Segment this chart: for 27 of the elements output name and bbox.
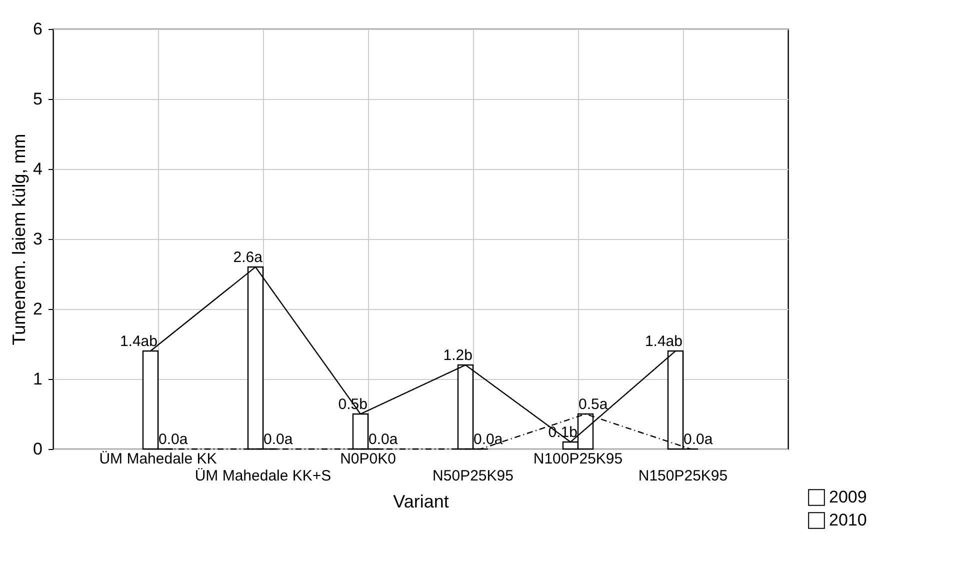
data-label: 1.4ab bbox=[120, 333, 158, 350]
data-label: 2.6a bbox=[233, 249, 264, 266]
x-tick-label: N0P0K0 bbox=[340, 450, 396, 468]
data-label: 0.0a bbox=[684, 431, 714, 448]
data-label: 0.0a bbox=[264, 431, 294, 448]
x-tick-label: ÜM Mahedale KK+S bbox=[194, 468, 332, 484]
x-tick-label: N100P25K95 bbox=[533, 450, 623, 468]
x-tick-label: N50P25K95 bbox=[432, 468, 514, 484]
data-label: 0.0a bbox=[158, 431, 188, 448]
data-label: 1.2b bbox=[443, 347, 472, 364]
data-label: 0.0a bbox=[368, 431, 398, 448]
x-tick-label: N150P25K95 bbox=[638, 468, 728, 484]
y-tick-label: 2 bbox=[33, 300, 42, 318]
legend-label: 2009 bbox=[829, 488, 867, 506]
data-label: 0.0a bbox=[474, 431, 504, 448]
data-label: 0.5a bbox=[578, 396, 608, 413]
x-axis-title: Variant bbox=[393, 492, 449, 512]
x-tick-label: ÜM Mahedale KK bbox=[99, 450, 217, 468]
legend-label: 2010 bbox=[829, 510, 867, 530]
y-tick-label: 6 bbox=[33, 20, 42, 38]
y-tick-label: 5 bbox=[33, 90, 42, 108]
data-label: 1.4ab bbox=[644, 333, 682, 350]
y-tick-label: 1 bbox=[33, 370, 42, 388]
y-tick-label: 3 bbox=[33, 230, 42, 248]
y-tick-label: 0 bbox=[33, 440, 42, 458]
y-axis-title: Tumenem. laiem külg, mm bbox=[9, 134, 30, 346]
y-tick-label: 4 bbox=[33, 160, 42, 178]
